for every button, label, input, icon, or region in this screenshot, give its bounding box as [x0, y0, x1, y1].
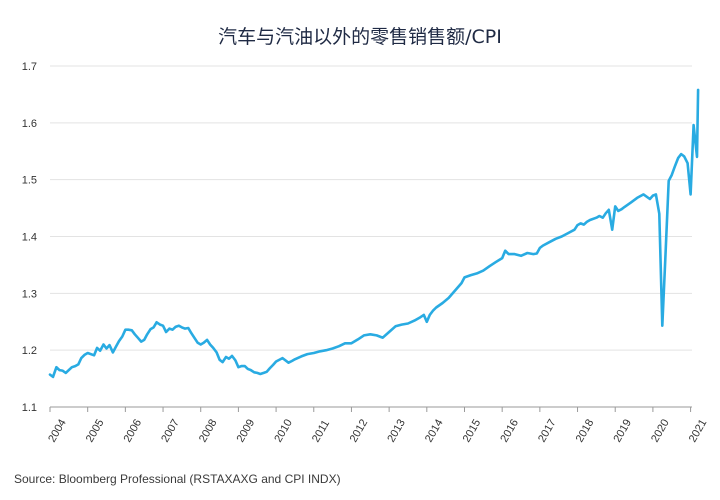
- x-tick-label: 2015: [461, 417, 484, 444]
- x-tick-label: 2016: [498, 417, 521, 444]
- series-line: [48, 88, 700, 379]
- y-axis: 1.1 1.2 1.3 1.4 1.5 1.6 1.7: [22, 61, 37, 414]
- plot-area: [48, 88, 700, 379]
- x-tick-label: 2005: [84, 417, 107, 444]
- x-tick-label: 2019: [611, 417, 634, 444]
- y-tick-label: 1.4: [22, 232, 37, 244]
- x-tick-label: 2011: [310, 418, 332, 444]
- y-tick-label: 1.3: [22, 288, 37, 300]
- x-tick-label: 2013: [385, 417, 408, 444]
- source-note: Source: Bloomberg Professional (RSTAXAXG…: [14, 472, 341, 486]
- y-tick-label: 1.1: [22, 402, 37, 414]
- x-axis: 2004 2005 2006 2007 2008 2009 2010 2011 2012 2013…: [46, 407, 709, 445]
- x-tick-label: 2010: [272, 417, 295, 444]
- y-tick-label: 1.7: [22, 61, 37, 73]
- grid-lines: [50, 65, 692, 408]
- x-tick-label: 2017: [536, 417, 559, 444]
- y-tick-label: 1.2: [22, 345, 37, 357]
- x-tick-label: 2018: [574, 417, 597, 444]
- y-tick-label: 1.5: [22, 175, 37, 187]
- x-tick-label: 2006: [122, 417, 145, 444]
- y-tick-label: 1.6: [22, 118, 37, 130]
- x-tick-label: 2021: [687, 417, 710, 444]
- x-tick-label: 2020: [649, 417, 672, 444]
- x-tick-label: 2007: [159, 417, 182, 444]
- x-tick-label: 2014: [423, 417, 446, 444]
- x-tick-label: 2012: [348, 417, 371, 444]
- x-tick-label: 2009: [235, 417, 258, 444]
- x-tick-label: 2004: [46, 417, 69, 444]
- chart-title: 汽车与汽油以外的零售销售额/CPI: [218, 26, 502, 48]
- x-tick-label: 2008: [197, 417, 220, 444]
